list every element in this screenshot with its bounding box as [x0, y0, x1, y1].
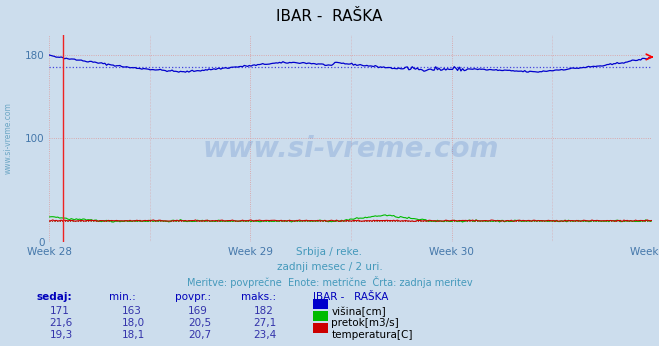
Text: maks.:: maks.:	[241, 292, 275, 302]
Text: 19,3: 19,3	[49, 330, 72, 340]
Text: pretok[m3/s]: pretok[m3/s]	[331, 318, 399, 328]
Text: 182: 182	[254, 306, 273, 316]
Text: 171: 171	[49, 306, 69, 316]
Text: sedaj:: sedaj:	[36, 292, 72, 302]
Text: 20,7: 20,7	[188, 330, 211, 340]
Text: temperatura[C]: temperatura[C]	[331, 330, 413, 340]
Text: 23,4: 23,4	[254, 330, 277, 340]
Text: min.:: min.:	[109, 292, 136, 302]
Text: 21,6: 21,6	[49, 318, 72, 328]
Text: zadnji mesec / 2 uri.: zadnji mesec / 2 uri.	[277, 262, 382, 272]
Text: IBAR -  RAŠKA: IBAR - RAŠKA	[276, 9, 383, 24]
Text: 163: 163	[122, 306, 142, 316]
Text: višina[cm]: višina[cm]	[331, 306, 386, 317]
Text: 20,5: 20,5	[188, 318, 211, 328]
Text: 169: 169	[188, 306, 208, 316]
Text: 27,1: 27,1	[254, 318, 277, 328]
Text: Meritve: povprečne  Enote: metrične  Črta: zadnja meritev: Meritve: povprečne Enote: metrične Črta:…	[186, 276, 473, 289]
Text: Srbija / reke.: Srbija / reke.	[297, 247, 362, 257]
Text: IBAR -   RAŠKA: IBAR - RAŠKA	[313, 292, 388, 302]
Text: 18,1: 18,1	[122, 330, 145, 340]
Text: 18,0: 18,0	[122, 318, 145, 328]
Text: www.si-vreme.com: www.si-vreme.com	[3, 102, 13, 174]
Text: www.si-vreme.com: www.si-vreme.com	[203, 135, 499, 163]
Text: povpr.:: povpr.:	[175, 292, 211, 302]
